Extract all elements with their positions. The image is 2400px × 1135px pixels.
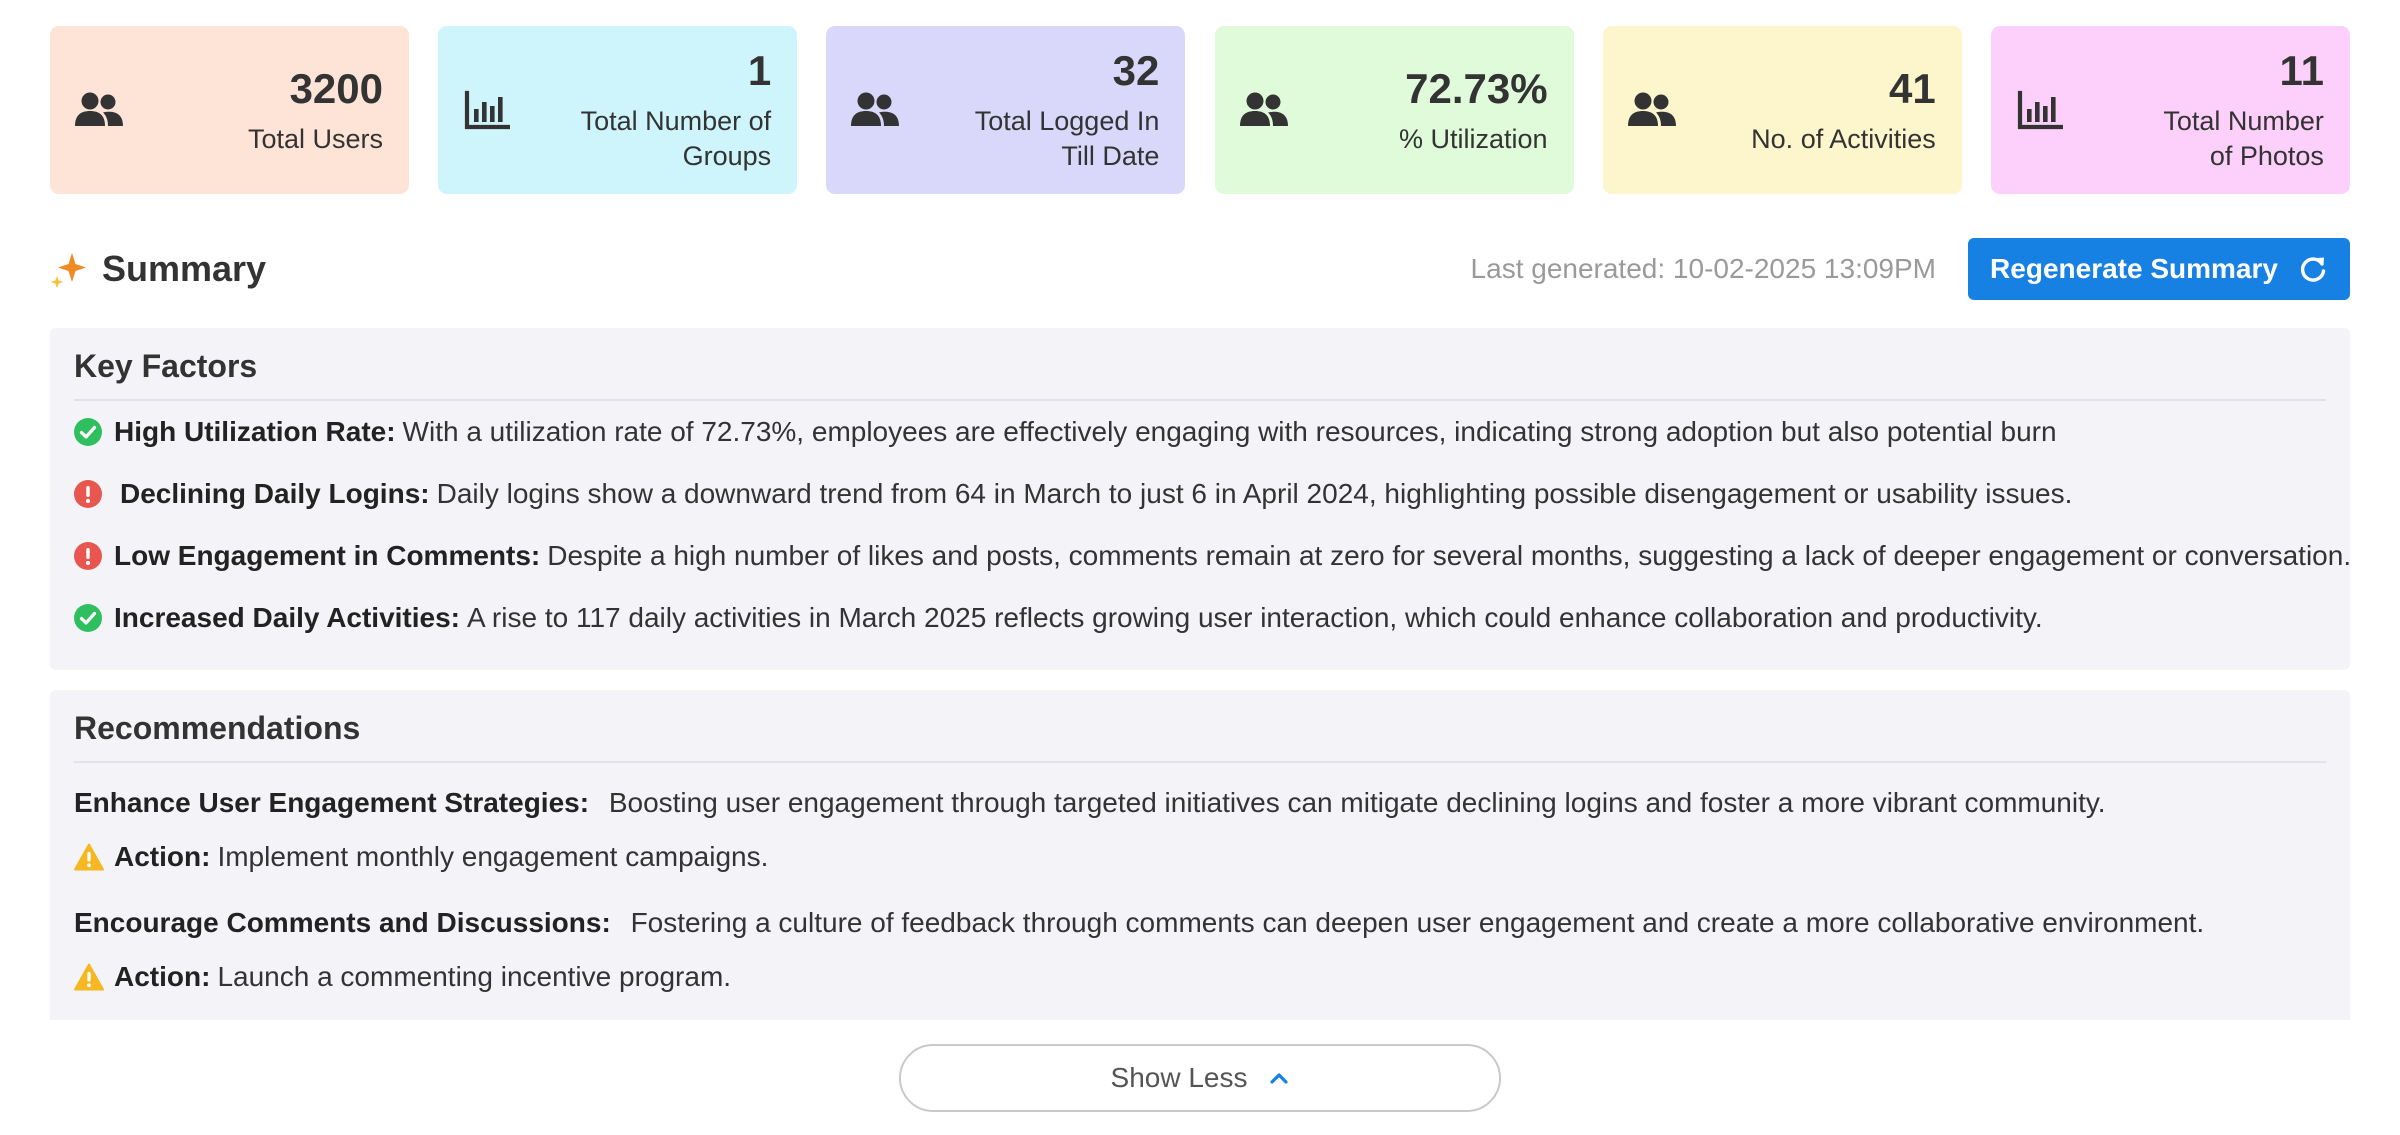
sparkle-icon <box>51 253 86 288</box>
check-circle-icon <box>74 604 102 632</box>
stat-card-utilization[interactable]: 72.73% % Utilization <box>1214 26 1574 194</box>
stat-value: 32 <box>1112 47 1160 94</box>
recommendation-text: Boosting user engagement through targete… <box>608 787 2106 818</box>
stat-cards: 3200 Total Users 1 Total Number of Group… <box>50 26 2350 194</box>
action-text: Launch a commenting incentive program. <box>217 961 732 992</box>
stat-label: Total Logged In Till Date <box>974 106 1160 171</box>
summary-actions: Last generated: 10-02-2025 13:09PM Regen… <box>1471 238 2350 300</box>
stat-label: No. of Activities <box>1751 123 1936 154</box>
chevron-up-icon <box>1270 1073 1289 1084</box>
bar-chart-icon <box>460 83 514 137</box>
regenerate-summary-button[interactable]: Regenerate Summary <box>1968 238 2350 300</box>
key-factor-heading: Increased Daily Activities: <box>114 602 461 633</box>
stat-value: 41 <box>1889 64 1936 112</box>
alert-circle-icon <box>74 480 102 508</box>
key-factor-item: Increased Daily Activities: A rise to 11… <box>74 587 2326 649</box>
stat-card-total-groups[interactable]: 1 Total Number of Groups <box>438 26 798 194</box>
key-factor-item: Declining Daily Logins: Daily logins sho… <box>74 463 2326 525</box>
recommendations-title: Recommendations <box>74 710 2326 763</box>
key-factor-heading: Declining Daily Logins: <box>120 478 430 509</box>
users-icon <box>1625 83 1679 137</box>
stat-value: 1 <box>747 47 772 94</box>
stat-label: Total Users <box>247 123 383 154</box>
show-less-button[interactable]: Show Less <box>899 1044 1501 1112</box>
recommendations-panel: Recommendations Enhance User Engagement … <box>50 690 2350 1020</box>
check-circle-icon <box>74 418 102 446</box>
stat-label: Total Number of Groups <box>580 106 772 171</box>
summary-header: Summary Last generated: 10-02-2025 13:09… <box>50 224 2350 314</box>
key-factors-title: Key Factors <box>74 348 2326 401</box>
action-label: Action: <box>114 961 211 992</box>
show-less-container: Show Less <box>50 1044 2350 1112</box>
recommendation-item: Encourage Comments and Discussions: Fost… <box>74 905 2326 941</box>
alert-circle-icon <box>74 542 102 570</box>
recommendation-action: Action: Launch a commenting incentive pr… <box>74 959 2326 995</box>
warning-icon <box>74 843 104 871</box>
users-icon <box>1237 83 1291 137</box>
users-icon <box>72 83 126 137</box>
users-icon <box>848 83 902 137</box>
refresh-icon <box>2300 257 2326 282</box>
key-factor-text: Daily logins show a downward trend from … <box>436 478 2073 509</box>
key-factor-text: Despite a high number of likes and posts… <box>547 540 2352 571</box>
recommendation-text: Fostering a culture of feedback through … <box>630 907 2205 938</box>
stat-value: 72.73% <box>1405 64 1548 112</box>
action-label: Action: <box>114 841 211 872</box>
bar-chart-icon <box>2013 83 2067 137</box>
stat-card-activities[interactable]: 41 No. of Activities <box>1602 26 1962 194</box>
regenerate-summary-label: Regenerate Summary <box>1990 253 2278 284</box>
key-factor-heading: Low Engagement in Comments: <box>114 540 541 571</box>
key-factor-item: High Utilization Rate: With a utilizatio… <box>74 401 2326 463</box>
warning-icon <box>74 963 104 991</box>
key-factor-heading: High Utilization Rate: <box>114 416 396 447</box>
recommendation-heading: Encourage Comments and Discussions: <box>74 907 611 938</box>
last-generated-text: Last generated: 10-02-2025 13:09PM <box>1470 253 1936 284</box>
stat-label: % Utilization <box>1399 123 1548 154</box>
key-factor-text: With a utilization rate of 72.73%, emplo… <box>402 416 2057 447</box>
recommendation-heading: Enhance User Engagement Strategies: <box>74 787 590 818</box>
stat-card-total-logged-in[interactable]: 32 Total Logged In Till Date <box>826 26 1186 194</box>
stat-label: Total Number of Photos <box>2163 106 2324 171</box>
summary-title: Summary <box>102 248 267 289</box>
key-factor-text: A rise to 117 daily activities in March … <box>467 602 2043 633</box>
stat-value: 11 <box>2279 47 2324 94</box>
recommendation-action: Action: Implement monthly engagement cam… <box>74 839 2326 875</box>
stat-value: 3200 <box>289 64 383 112</box>
recommendation-item: Enhance User Engagement Strategies: Boos… <box>74 785 2326 821</box>
summary-title-group: Summary <box>50 247 266 291</box>
action-text: Implement monthly engagement campaigns. <box>217 841 769 872</box>
show-less-label: Show Less <box>1110 1062 1248 1093</box>
key-factors-panel: Key Factors High Utilization Rate: With … <box>50 328 2351 670</box>
key-factor-item: Low Engagement in Comments: Despite a hi… <box>74 525 2351 587</box>
stat-card-total-photos[interactable]: 11 Total Number of Photos <box>1990 26 2350 194</box>
stat-card-total-users[interactable]: 3200 Total Users <box>50 26 409 194</box>
